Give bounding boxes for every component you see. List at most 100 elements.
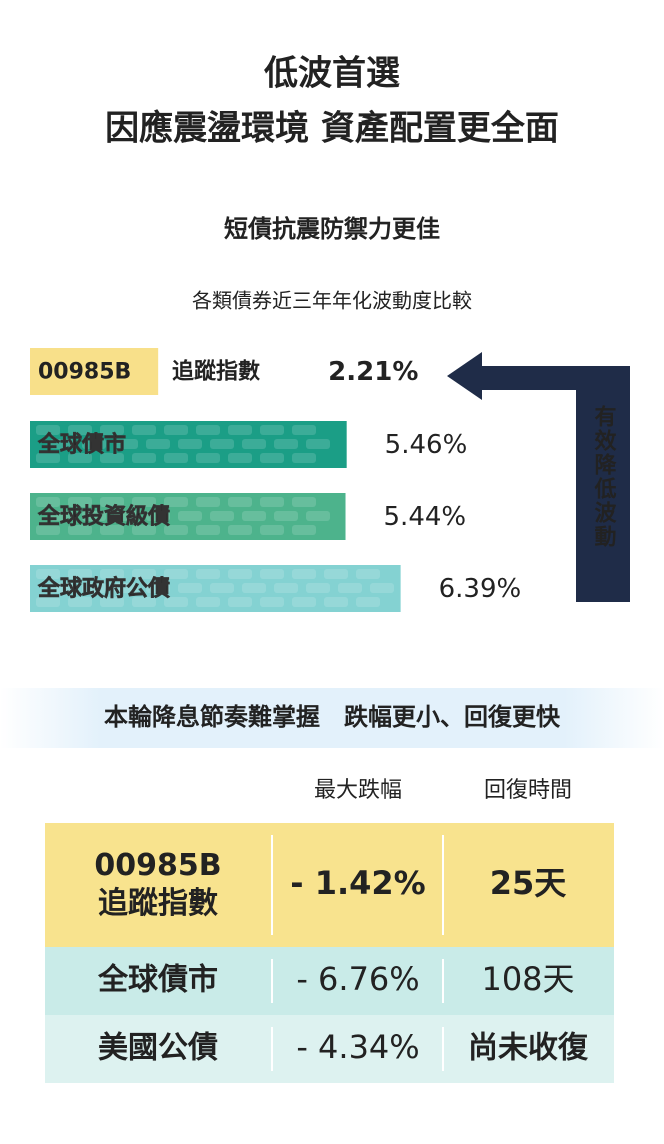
brick xyxy=(210,439,234,449)
value-label: 2.21% xyxy=(328,357,418,387)
brick xyxy=(68,569,92,579)
brick xyxy=(228,453,252,463)
brick xyxy=(356,597,380,607)
column-header: 最大跌幅 xyxy=(314,778,402,803)
brick xyxy=(242,583,266,593)
brick xyxy=(228,525,252,535)
brick xyxy=(228,597,252,607)
category-label: 00985B xyxy=(38,360,131,385)
category-label: 全球政府公債 xyxy=(37,576,170,602)
brick xyxy=(324,569,348,579)
brick xyxy=(178,439,202,449)
brick xyxy=(68,453,92,463)
brick xyxy=(196,569,220,579)
brick xyxy=(274,439,298,449)
value-label: 6.39% xyxy=(439,574,522,604)
brick xyxy=(114,511,138,521)
table-row xyxy=(45,823,614,947)
brick xyxy=(36,597,60,607)
brick xyxy=(132,453,156,463)
table-row xyxy=(45,1015,614,1083)
table-row xyxy=(45,947,614,1015)
brick xyxy=(100,425,124,435)
brick xyxy=(228,425,252,435)
brick xyxy=(82,583,106,593)
brick xyxy=(356,569,380,579)
brick xyxy=(210,583,234,593)
drawdown: - 1.42% xyxy=(290,864,425,902)
brick xyxy=(68,497,92,507)
brick xyxy=(260,497,284,507)
brick xyxy=(164,525,188,535)
brick xyxy=(178,583,202,593)
brick xyxy=(178,511,202,521)
brick xyxy=(100,497,124,507)
brick xyxy=(196,525,220,535)
title-line: 因應震盪環境 資產配置更全面 xyxy=(105,109,559,149)
drawdown: - 4.34% xyxy=(296,1028,419,1066)
category-label: 全球債市 xyxy=(37,432,126,458)
brick xyxy=(146,439,170,449)
brick xyxy=(50,439,74,449)
brick xyxy=(196,453,220,463)
brick xyxy=(50,583,74,593)
brick xyxy=(260,597,284,607)
brick xyxy=(36,497,60,507)
brick xyxy=(370,583,394,593)
brick xyxy=(36,525,60,535)
brick xyxy=(100,453,124,463)
brick xyxy=(292,453,316,463)
brick xyxy=(132,525,156,535)
annotation-arrow xyxy=(447,352,630,602)
brick xyxy=(132,569,156,579)
brick xyxy=(338,583,362,593)
recovery: 25天 xyxy=(490,864,567,902)
brick xyxy=(260,569,284,579)
bar xyxy=(30,565,401,612)
brick xyxy=(324,597,348,607)
brick xyxy=(292,569,316,579)
brick xyxy=(146,583,170,593)
brick xyxy=(242,511,266,521)
bar xyxy=(30,493,346,540)
brick xyxy=(306,511,330,521)
brick xyxy=(164,497,188,507)
drawdown: - 6.76% xyxy=(296,960,419,998)
brick xyxy=(242,439,266,449)
bar xyxy=(30,421,347,468)
brick xyxy=(164,569,188,579)
heading-band xyxy=(0,688,664,748)
brick xyxy=(274,511,298,521)
brick xyxy=(36,425,60,435)
brick xyxy=(132,597,156,607)
chart-title: 各類債券近三年年化波動度比較 xyxy=(192,289,472,313)
column-header: 回復時間 xyxy=(484,778,572,803)
brick xyxy=(114,583,138,593)
brick xyxy=(292,497,316,507)
brick xyxy=(146,511,170,521)
brick xyxy=(132,497,156,507)
recovery: 108天 xyxy=(481,960,574,998)
brick xyxy=(100,597,124,607)
brick xyxy=(260,425,284,435)
brick xyxy=(114,439,138,449)
brick xyxy=(274,583,298,593)
annotation: 有效降低波動 xyxy=(591,404,618,549)
row-name: 全球債市 xyxy=(97,963,218,998)
brick xyxy=(210,511,234,521)
brick xyxy=(196,497,220,507)
brick xyxy=(292,525,316,535)
brick xyxy=(36,453,60,463)
row-name: 00985B 追蹤指數 xyxy=(94,848,221,921)
brick xyxy=(306,439,330,449)
brick xyxy=(306,583,330,593)
brick xyxy=(196,597,220,607)
title-line: 低波首選 xyxy=(264,54,400,94)
brick xyxy=(68,425,92,435)
brick xyxy=(164,425,188,435)
brick xyxy=(50,511,74,521)
brick xyxy=(260,453,284,463)
bar xyxy=(30,348,159,395)
brick xyxy=(68,597,92,607)
